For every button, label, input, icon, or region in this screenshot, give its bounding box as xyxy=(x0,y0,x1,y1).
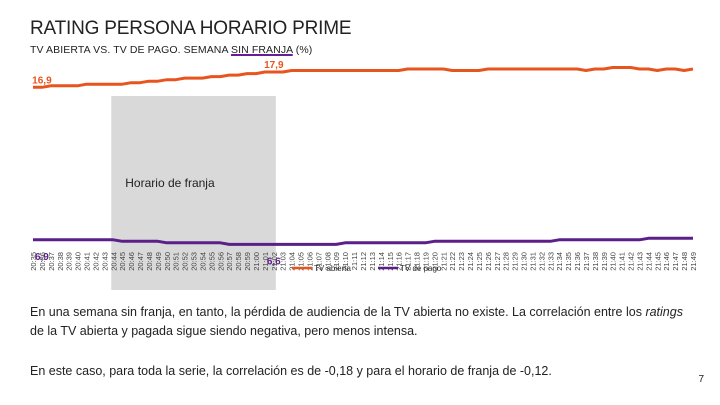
x-tick-label: 21:02 xyxy=(270,252,279,271)
x-tick-label: 21:24 xyxy=(466,252,475,271)
x-tick-label: 20:40 xyxy=(74,252,83,271)
x-tick-label: 20:51 xyxy=(172,252,181,271)
page-title: RATING PERSONA HORARIO PRIME xyxy=(30,18,352,39)
x-tick-label: 20:41 xyxy=(83,252,92,271)
data-label-1-1: 6,6 xyxy=(267,256,281,267)
x-tick-label: 21:16 xyxy=(395,252,404,271)
shaded-region xyxy=(111,96,276,290)
x-tick-label: 20:52 xyxy=(181,252,190,271)
x-tick-label: 21:19 xyxy=(421,252,430,271)
series-line-0 xyxy=(33,66,694,89)
x-tick-label: 21:38 xyxy=(591,252,600,271)
x-tick-label: 21:32 xyxy=(537,252,546,271)
x-tick-label: 21:48 xyxy=(680,252,689,271)
x-tick-label: 21:36 xyxy=(573,252,582,271)
x-tick-label: 21:33 xyxy=(546,252,555,271)
x-tick-label: 21:43 xyxy=(635,252,644,271)
x-tick-label: 20:48 xyxy=(145,252,154,271)
x-tick-label: 21:00 xyxy=(252,252,261,271)
x-tick-label: 21:25 xyxy=(475,252,484,271)
x-tick-label: 20:44 xyxy=(109,252,118,271)
subtitle-prefix: TV ABIERTA VS. TV DE PAGO. SEMANA xyxy=(30,44,232,56)
paragraph-analysis: En una semana sin franja, en tanto, la p… xyxy=(30,303,700,341)
paragraph1-text-end: de la TV abierta y pagada sigue siendo n… xyxy=(30,324,418,338)
x-tick-label: 21:01 xyxy=(261,252,270,271)
x-tick-label: 21:09 xyxy=(332,252,341,271)
x-tick-label: 21:39 xyxy=(600,252,609,271)
x-tick-label: 21:08 xyxy=(323,252,332,271)
shaded-region-label: Horario de franja xyxy=(125,176,215,190)
x-tick-label: 21:27 xyxy=(493,252,502,271)
x-tick-label: 21:30 xyxy=(520,252,529,271)
x-tick-label: 21:03 xyxy=(279,252,288,271)
x-tick-label: 21:26 xyxy=(484,252,493,271)
x-tick-label: 21:42 xyxy=(627,252,636,271)
x-tick-label: 21:13 xyxy=(368,252,377,271)
x-tick-label: 21:47 xyxy=(671,252,680,271)
subtitle-suffix: (%) xyxy=(292,44,313,56)
x-tick-label: 21:12 xyxy=(359,252,368,271)
x-tick-label: 21:40 xyxy=(609,252,618,271)
series-line-1 xyxy=(33,236,693,246)
x-tick-label: 21:23 xyxy=(457,252,466,271)
x-tick-label: 21:04 xyxy=(288,252,297,271)
x-tick-label: 20:53 xyxy=(190,252,199,271)
x-tick-label: 20:56 xyxy=(216,252,225,271)
x-tick-label: 20:57 xyxy=(225,252,234,271)
x-tick-label: 20:39 xyxy=(65,252,74,271)
x-tick-label: 20:42 xyxy=(91,252,100,271)
x-tick-label: 21:46 xyxy=(662,252,671,271)
x-tick-label: 20:36 xyxy=(38,252,47,271)
x-tick-label: 20:45 xyxy=(118,252,127,271)
data-label-1-0: 6,9 xyxy=(35,252,49,263)
x-tick-label: 21:14 xyxy=(377,252,386,271)
data-label-0-1: 17,9 xyxy=(264,60,284,71)
x-tick-label: 21:22 xyxy=(448,252,457,271)
x-tick-label: 20:54 xyxy=(198,252,207,271)
x-tick-label: 20:49 xyxy=(154,252,163,271)
x-tick-label: 21:07 xyxy=(314,252,323,271)
x-tick-label: 21:10 xyxy=(341,252,350,271)
x-tick-label: 21:45 xyxy=(653,252,662,271)
x-tick-label: 20:47 xyxy=(136,252,145,271)
page-subtitle: TV ABIERTA VS. TV DE PAGO. SEMANA SIN FR… xyxy=(30,44,312,56)
x-tick-label: 20:58 xyxy=(234,252,243,271)
x-tick-label: 20:46 xyxy=(127,252,136,271)
x-tick-label: 21:37 xyxy=(582,252,591,271)
x-tick-label: 20:43 xyxy=(100,252,109,271)
paragraph1-emphasis: ratings xyxy=(645,305,683,319)
x-tick-label: 20:55 xyxy=(207,252,216,271)
x-tick-label: 20:37 xyxy=(47,252,56,271)
page-number: 7 xyxy=(698,374,704,385)
x-tick-label: 21:11 xyxy=(350,252,359,270)
subtitle-underlined: SIN FRANJA xyxy=(231,44,293,56)
x-tick-label: 21:41 xyxy=(618,252,627,271)
x-tick-label: 21:29 xyxy=(511,252,520,271)
data-label-0-0: 16,9 xyxy=(32,75,52,86)
x-tick-label: 21:17 xyxy=(404,252,413,271)
x-tick-label: 20:50 xyxy=(163,252,172,271)
x-tick-label: 21:35 xyxy=(564,252,573,271)
x-tick-label: 21:31 xyxy=(528,252,537,271)
x-tick-label: 21:05 xyxy=(297,252,306,271)
x-tick-label: 20:38 xyxy=(56,252,65,271)
x-tick-label: 21:49 xyxy=(689,252,698,271)
x-tick-label: 20:59 xyxy=(243,252,252,271)
legend-label-0: TV abierta xyxy=(314,264,351,273)
x-tick-label: 20:35 xyxy=(29,252,38,271)
paragraph-correlation: En este caso, para toda la serie, la cor… xyxy=(30,364,552,378)
x-tick-label: 21:28 xyxy=(502,252,511,271)
x-tick-label: 21:06 xyxy=(305,252,314,271)
x-tick-label: 21:15 xyxy=(386,252,395,271)
paragraph1-text-start: En una semana sin franja, en tanto, la p… xyxy=(30,305,646,319)
x-tick-label: 21:34 xyxy=(555,252,564,271)
legend-label-1: TV de pago xyxy=(400,264,442,273)
x-tick-label: 21:20 xyxy=(430,252,439,271)
x-tick-label: 21:44 xyxy=(644,252,653,271)
x-tick-label: 21:18 xyxy=(413,252,422,271)
x-tick-label: 21:21 xyxy=(439,252,448,271)
